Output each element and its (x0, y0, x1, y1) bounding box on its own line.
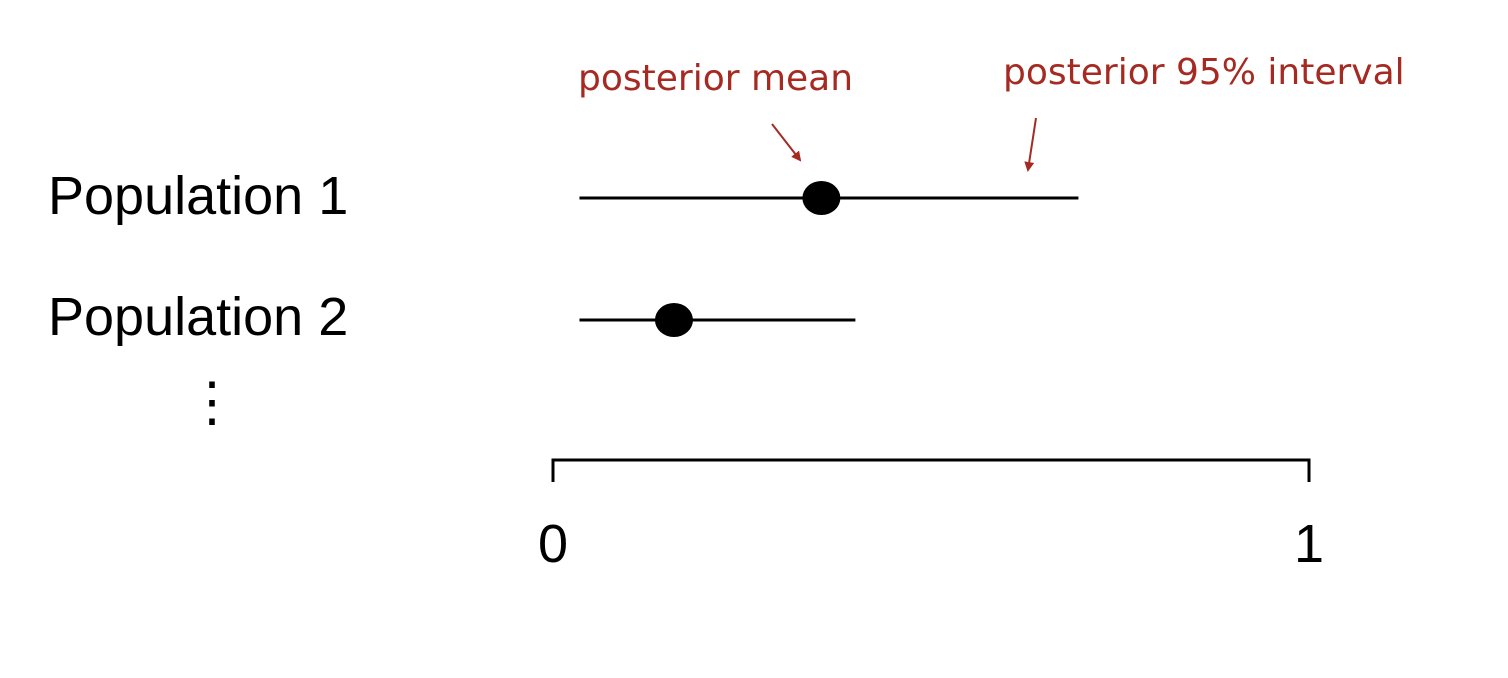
continuation-ellipsis: ⋮ (185, 372, 239, 432)
x-axis (551, 458, 1311, 482)
annotation-posterior-mean: posterior mean (578, 58, 853, 99)
annotation-arrow-mean (771, 123, 802, 162)
x-tick-label-0: 0 (538, 514, 568, 574)
annotation-posterior-interval: posterior 95% interval (1003, 52, 1405, 93)
row-label-population-2: Population 2 (48, 287, 348, 347)
annotation-arrow-interval (1024, 117, 1037, 172)
mean-point-row-1 (802, 181, 841, 215)
row-label-population-1: Population 1 (48, 166, 348, 226)
mean-point-row-2 (654, 303, 693, 337)
interval-marks (579, 181, 1079, 337)
x-tick-label-1: 1 (1294, 514, 1324, 574)
